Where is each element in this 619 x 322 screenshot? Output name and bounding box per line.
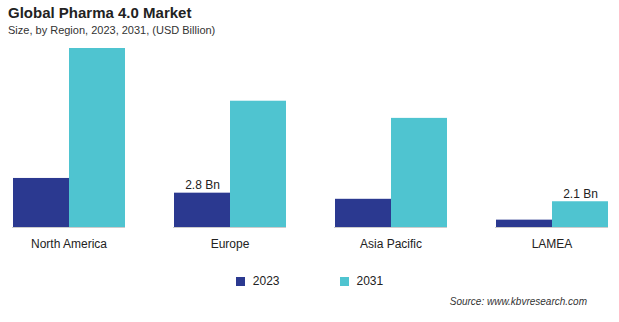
svg-text:Asia Pacific: Asia Pacific xyxy=(360,237,422,251)
html-text:Source: www.kbvresearch.com: Source: www.kbvresearch.com xyxy=(449,296,587,307)
svg-text:LAMEA: LAMEA xyxy=(532,237,573,251)
html-text:2031: 2031 xyxy=(356,274,384,288)
svg-text:2.8 Bn: 2.8 Bn xyxy=(185,178,220,192)
html-text:Size, by Region, 2023, 2031, (: Size, by Region, 2023, 2031, (USD Billio… xyxy=(8,24,216,36)
svg-text:North America: North America xyxy=(31,237,107,251)
html-text:Global Pharma 4.0 Market: Global Pharma 4.0 Market xyxy=(8,4,192,21)
svg-text:Europe: Europe xyxy=(211,237,250,251)
svg-text:2.1 Bn: 2.1 Bn xyxy=(563,187,598,201)
html-text:2023: 2023 xyxy=(252,274,280,288)
